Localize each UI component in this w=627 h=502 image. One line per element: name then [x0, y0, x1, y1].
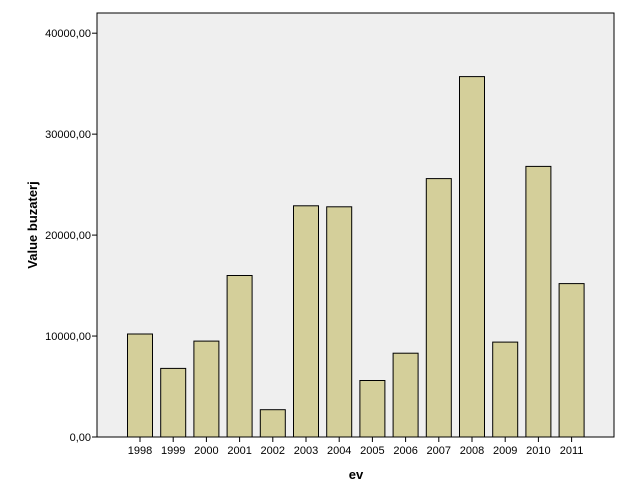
x-tick-label-2011: 2011: [560, 445, 584, 457]
x-tick-label-2004: 2004: [327, 445, 351, 457]
x-tick-label-1998: 1998: [128, 445, 152, 457]
bar-1998: [127, 333, 153, 438]
bar-2011: [558, 283, 585, 438]
y-axis-title: Value buzaterj: [25, 181, 40, 268]
bar-2009: [492, 341, 519, 438]
x-axis-title: ev: [349, 467, 364, 482]
x-tick-label-2007: 2007: [427, 445, 451, 457]
bar-2005: [359, 380, 386, 438]
x-tick-label-2003: 2003: [294, 445, 318, 457]
y-tick-label-20000: 20000,00: [45, 230, 91, 242]
bar-1999: [160, 367, 187, 438]
bar-2008: [459, 76, 485, 438]
bars-group: [127, 76, 585, 438]
y-tick-label-0: 0,00: [70, 432, 91, 444]
x-tick-label-2005: 2005: [360, 445, 384, 457]
x-axis: 1998 1999 2000 2001 2002 2003 2004 2005 2006 2007…: [128, 437, 584, 457]
x-tick-label-2010: 2010: [526, 445, 550, 457]
x-tick-label-2009: 2009: [493, 445, 517, 457]
bar-2007: [425, 178, 452, 438]
bar-2003: [293, 205, 319, 438]
y-tick-label-30000: 30000,00: [45, 129, 91, 141]
x-tick-label-2008: 2008: [460, 445, 484, 457]
y-axis: 0,00 10000,00 20000,00 30000,00 40000,00: [45, 28, 97, 444]
y-tick-label-40000: 40000,00: [45, 28, 91, 40]
bar-2006: [392, 352, 419, 438]
bar-2001: [226, 275, 253, 438]
x-tick-label-2001: 2001: [227, 445, 251, 457]
bar-2010: [525, 165, 552, 438]
x-tick-label-2000: 2000: [194, 445, 218, 457]
bar-2000: [193, 340, 220, 438]
x-tick-label-1999: 1999: [161, 445, 185, 457]
bar-2002: [259, 409, 286, 438]
bar-2004: [326, 206, 353, 438]
y-tick-label-10000: 10000,00: [45, 331, 91, 343]
x-tick-label-2006: 2006: [393, 445, 417, 457]
x-tick-label-2002: 2002: [261, 445, 285, 457]
